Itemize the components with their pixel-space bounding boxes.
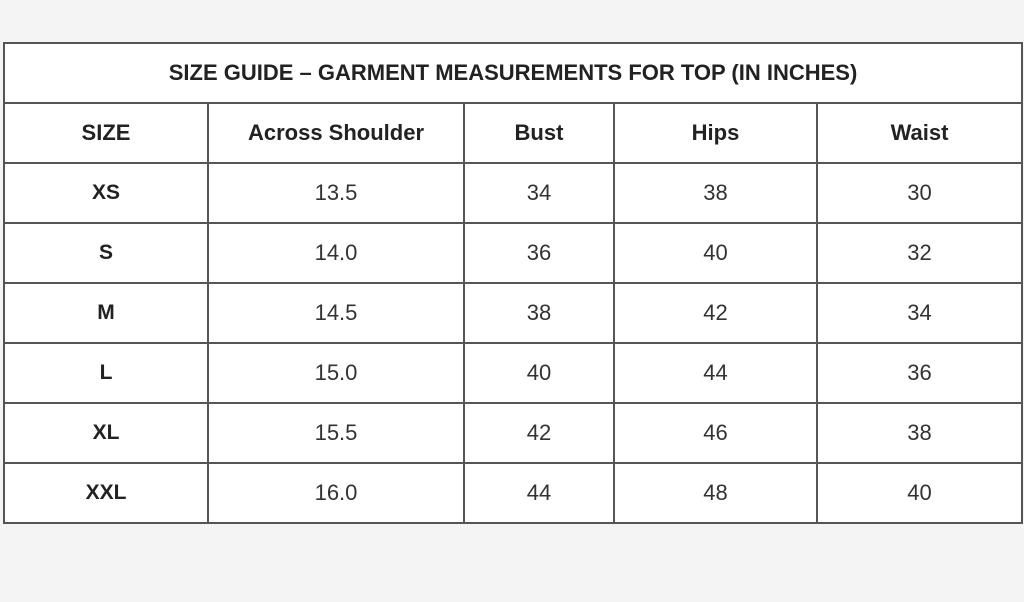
measurement-cell: 44 [613, 342, 818, 404]
size-cell: M [3, 282, 209, 344]
size-cell: XS [3, 162, 209, 224]
measurement-cell: 14.0 [207, 222, 465, 284]
size-cell: S [3, 222, 209, 284]
table-title: SIZE GUIDE – GARMENT MEASUREMENTS FOR TO… [2, 42, 1024, 104]
measurement-cell: 14.5 [207, 282, 465, 344]
measurement-cell: 38 [613, 162, 818, 224]
column-header: Waist [815, 102, 1024, 164]
table-row: XS 13.5 34 38 30 [3, 162, 1024, 224]
measurement-cell: 13.5 [207, 162, 465, 224]
size-cell: L [3, 342, 209, 404]
column-header: Hips [613, 102, 818, 164]
table-row: S 14.0 36 40 32 [3, 222, 1024, 284]
table-row: XL 15.5 42 46 38 [3, 402, 1024, 464]
title-row: SIZE GUIDE – GARMENT MEASUREMENTS FOR TO… [2, 42, 1024, 104]
measurement-cell: 34 [463, 162, 615, 224]
header-row: SIZE Across Shoulder Bust Hips Waist [3, 102, 1024, 164]
measurement-cell: 48 [613, 462, 818, 524]
measurement-cell: 38 [815, 402, 1024, 464]
measurement-cell: 34 [815, 282, 1024, 344]
measurement-cell: 32 [815, 222, 1024, 284]
table-row: M 14.5 38 42 34 [3, 282, 1024, 344]
measurement-cell: 40 [815, 462, 1024, 524]
measurement-cell: 42 [613, 282, 818, 344]
table-row: XXL 16.0 44 48 40 [3, 462, 1024, 524]
size-cell: XXL [3, 462, 209, 524]
table-row: L 15.0 40 44 36 [3, 342, 1024, 404]
measurement-cell: 36 [815, 342, 1024, 404]
column-header: Bust [463, 102, 615, 164]
measurement-cell: 40 [613, 222, 818, 284]
size-cell: XL [3, 402, 209, 464]
column-header: Across Shoulder [207, 102, 465, 164]
measurement-cell: 15.5 [207, 402, 465, 464]
measurement-cell: 16.0 [207, 462, 465, 524]
measurement-cell: 40 [463, 342, 615, 404]
measurement-cell: 38 [463, 282, 615, 344]
column-header: SIZE [3, 102, 209, 164]
measurement-cell: 42 [463, 402, 615, 464]
measurement-cell: 46 [613, 402, 818, 464]
size-guide-table: SIZE GUIDE – GARMENT MEASUREMENTS FOR TO… [2, 42, 1024, 524]
measurement-cell: 30 [815, 162, 1024, 224]
measurement-cell: 36 [463, 222, 615, 284]
measurement-cell: 44 [463, 462, 615, 524]
measurement-cell: 15.0 [207, 342, 465, 404]
